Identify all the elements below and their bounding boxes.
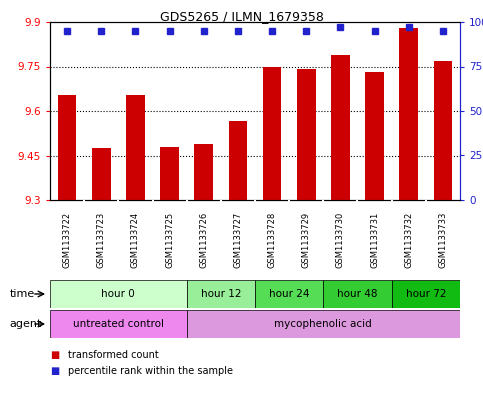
Text: GSM1133727: GSM1133727 [233, 212, 242, 268]
Text: GSM1133728: GSM1133728 [268, 212, 277, 268]
Bar [160, 147, 179, 200]
Bar [297, 70, 316, 200]
Text: agent: agent [10, 319, 42, 329]
Text: time: time [10, 289, 35, 299]
Text: untreated control: untreated control [73, 319, 164, 329]
Bar [126, 95, 145, 200]
Text: GSM1133725: GSM1133725 [165, 212, 174, 268]
Text: ■: ■ [50, 350, 59, 360]
Bar [228, 121, 247, 200]
Bar [331, 55, 350, 200]
Text: hour 0: hour 0 [101, 289, 135, 299]
Bar [392, 280, 460, 308]
Text: GSM1133733: GSM1133733 [439, 212, 447, 268]
Text: hour 72: hour 72 [406, 289, 446, 299]
Text: hour 48: hour 48 [337, 289, 378, 299]
Text: GSM1133731: GSM1133731 [370, 212, 379, 268]
Text: percentile rank within the sample: percentile rank within the sample [69, 366, 233, 376]
Bar [323, 280, 392, 308]
Bar [255, 280, 323, 308]
Text: GSM1133726: GSM1133726 [199, 212, 208, 268]
Bar [57, 95, 76, 200]
Bar [434, 61, 452, 200]
Bar [92, 148, 111, 200]
Text: GSM1133722: GSM1133722 [63, 212, 71, 268]
Bar [365, 72, 384, 200]
Bar [399, 28, 418, 200]
Text: GSM1133729: GSM1133729 [302, 212, 311, 268]
Bar [194, 143, 213, 200]
Bar [50, 310, 186, 338]
Text: GSM1133723: GSM1133723 [97, 212, 106, 268]
Bar [186, 310, 460, 338]
Text: hour 12: hour 12 [200, 289, 241, 299]
Bar [50, 280, 186, 308]
Text: ■: ■ [50, 366, 59, 376]
Bar [186, 280, 255, 308]
Bar [263, 66, 282, 200]
Text: GDS5265 / ILMN_1679358: GDS5265 / ILMN_1679358 [159, 10, 324, 23]
Text: GSM1133730: GSM1133730 [336, 212, 345, 268]
Text: hour 24: hour 24 [269, 289, 310, 299]
Text: mycophenolic acid: mycophenolic acid [274, 319, 372, 329]
Text: transformed count: transformed count [69, 350, 159, 360]
Text: GSM1133732: GSM1133732 [404, 212, 413, 268]
Text: GSM1133724: GSM1133724 [131, 212, 140, 268]
